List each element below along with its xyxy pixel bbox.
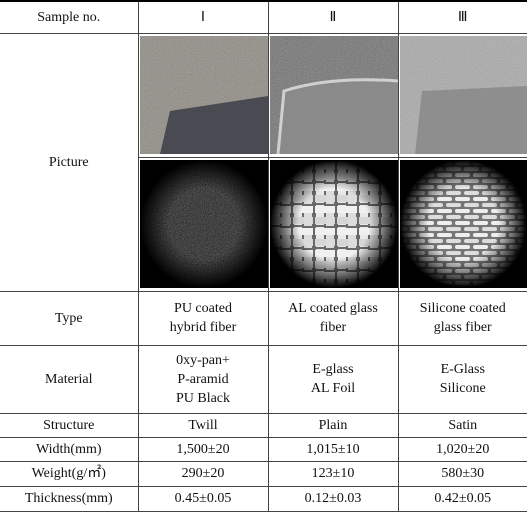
table-cell: 1,015±10 bbox=[267, 436, 399, 462]
cell-line: hybrid fiber bbox=[169, 320, 237, 335]
cell-line: Silicone coated bbox=[419, 301, 506, 316]
cell-line: 0xy-pan+ bbox=[176, 352, 230, 368]
table-cell: E-Glass Silicone bbox=[397, 344, 527, 414]
table-cell: AL coated glass fiber bbox=[267, 291, 399, 346]
row-label: Structure bbox=[0, 412, 139, 438]
header-cell: Ⅱ bbox=[267, 1, 399, 34]
row-label: Type bbox=[0, 291, 139, 346]
cell-line: PU coated bbox=[174, 301, 232, 316]
cell-line: 1,500±20 bbox=[176, 441, 230, 457]
row-label: Width(mm) bbox=[0, 436, 139, 462]
cell-line: 1,015±10 bbox=[306, 441, 360, 457]
table-cell: 1,020±20 bbox=[397, 436, 527, 462]
table-cell: 1,500±20 bbox=[137, 436, 269, 462]
cell-line: 123±10 bbox=[311, 466, 355, 481]
table-cell: 290±20 bbox=[137, 460, 269, 487]
cell-line: P-aramid bbox=[177, 371, 229, 387]
cell-line: E-Glass bbox=[440, 362, 485, 377]
header-cell: Ⅲ bbox=[397, 1, 527, 34]
photo-cell bbox=[397, 156, 527, 292]
cell-line: Satin bbox=[448, 417, 478, 433]
cell-line: E-glass bbox=[312, 362, 354, 377]
table-cell: 0.12±0.03 bbox=[267, 485, 399, 512]
table-cell: PU coated hybrid fiber bbox=[137, 291, 269, 346]
table-row: Type PU coated hybrid fiber AL coated glass… bbox=[0, 291, 527, 346]
cell-line: PU Black bbox=[175, 390, 231, 406]
cell-line: Twill bbox=[188, 417, 218, 433]
table-row: Thickness(mm) 0.45±0.05 0.12±0.03 0.42±0.05 bbox=[0, 485, 527, 512]
cell-line: 290±20 bbox=[181, 466, 225, 481]
photo bbox=[399, 160, 527, 288]
table-cell: 0.45±0.05 bbox=[137, 485, 269, 512]
photo-cell bbox=[137, 32, 269, 158]
photo bbox=[269, 36, 398, 154]
header-cell: Ⅰ bbox=[137, 1, 269, 34]
cell-line: AL Foil bbox=[310, 381, 356, 396]
table-row: Width(mm) 1,500±20 1,015±10 1,020±20 bbox=[0, 436, 527, 462]
cell-line: Plain bbox=[318, 417, 348, 433]
row-label: Picture bbox=[0, 32, 139, 292]
table-row: Weight(g/㎡) 290±20 123±10 580±30 bbox=[0, 460, 527, 487]
table-cell: E-glass AL Foil bbox=[267, 344, 399, 414]
photo-cell bbox=[397, 32, 527, 158]
table-body: Type PU coated hybrid fiber AL coated glass… bbox=[0, 291, 527, 512]
cell-line: glass fiber bbox=[433, 320, 492, 335]
cell-line: 0.42±0.05 bbox=[434, 491, 492, 506]
row-label: Weight(g/㎡) bbox=[0, 460, 139, 487]
picture-row bbox=[0, 156, 527, 292]
table-cell: Satin bbox=[397, 412, 527, 438]
photo bbox=[399, 36, 527, 154]
cell-line: 0.12±0.03 bbox=[304, 491, 362, 506]
cell-line: 0.45±0.05 bbox=[174, 491, 232, 506]
row-label: Thickness(mm) bbox=[0, 485, 139, 512]
cell-line: fiber bbox=[319, 320, 347, 335]
table-cell: 0xy-pan+ P-aramid PU Black bbox=[137, 344, 269, 414]
picture-row: Picture bbox=[0, 32, 527, 292]
table-cell: 0.42±0.05 bbox=[397, 485, 527, 512]
photo bbox=[269, 160, 398, 288]
table-row: Material 0xy-pan+ P-aramid PU Black E-glass A… bbox=[0, 344, 527, 414]
photo-cell bbox=[267, 32, 399, 158]
row-label: Material bbox=[0, 344, 139, 414]
table-cell: Twill bbox=[137, 412, 269, 438]
photo bbox=[139, 160, 268, 288]
header-cell: Sample no. bbox=[0, 1, 139, 34]
photo-cell bbox=[267, 156, 399, 292]
table-cell: 580±30 bbox=[397, 460, 527, 487]
cell-line: AL coated glass bbox=[288, 301, 378, 316]
photo bbox=[139, 36, 268, 154]
table-row: Structure Twill Plain Satin bbox=[0, 412, 527, 438]
cell-line: 580±30 bbox=[441, 466, 485, 481]
table-cell: Plain bbox=[267, 412, 399, 438]
table-cell: Silicone coated glass fiber bbox=[397, 291, 527, 346]
cell-line: Silicone bbox=[439, 381, 486, 396]
photo-cell bbox=[138, 156, 269, 292]
cell-line: 1,020±20 bbox=[436, 441, 490, 457]
table-cell: 123±10 bbox=[267, 460, 399, 487]
header-row: Sample no. Ⅰ Ⅱ Ⅲ bbox=[0, 1, 527, 34]
